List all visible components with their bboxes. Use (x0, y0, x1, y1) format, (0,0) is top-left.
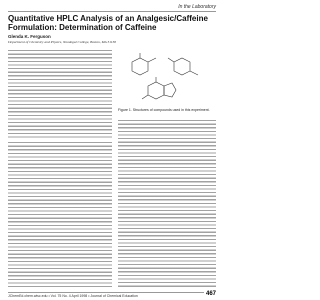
page-number: 467 (205, 291, 216, 297)
article-title: Quantitative HPLC Analysis of an Analges… (8, 14, 208, 32)
paper-page: In the Laboratory Quantitative HPLC Anal… (8, 4, 216, 298)
section-header: In the Laboratory (8, 4, 216, 12)
figure (131, 53, 199, 100)
affiliation: Department of Chemistry and Physics, Noo… (8, 40, 116, 44)
body-text (118, 120, 216, 288)
body-text (8, 142, 112, 288)
body-text (8, 50, 112, 138)
figure-caption: Figure 1. Structures of compounds used i… (118, 108, 210, 112)
footer: JChemEd.chem.wisc.edu • Vol. 75 No. 4 Ap… (8, 292, 204, 298)
author: Glenda K. Ferguson (8, 34, 51, 39)
